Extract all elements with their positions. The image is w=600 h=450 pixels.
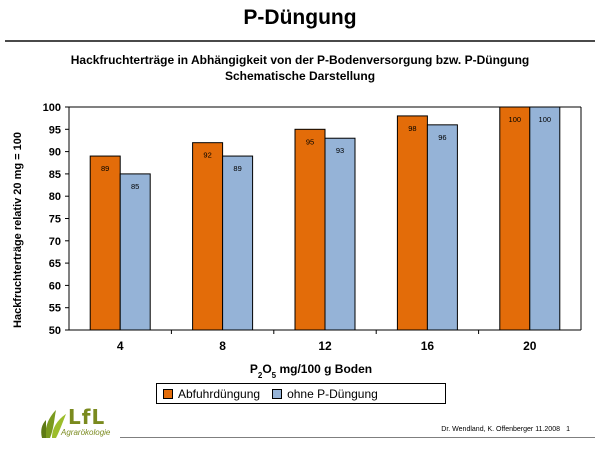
lfl-logo-icon [41,410,66,438]
bars-group: 89 85 92 89 95 93 98 96 100 100 [89,106,561,331]
bar-abfuhr-12 [294,128,326,331]
bar-value-label: 100 [509,115,522,124]
chart-title: Hackfruchterträge in Abhängigkeit von de… [0,52,600,84]
footer-authors: Dr. Wendland, K. Offenberger 11.2008 [441,426,560,433]
page-number: 1 [566,426,570,433]
logo-subtitle: Agrarökologie [61,428,111,437]
bar-value-label: 96 [438,133,446,142]
x-axis-label: P2O5 mg/100 g Boden [250,362,372,380]
title-divider [5,40,595,42]
y-tick-label: 95 [49,124,61,136]
y-tick-label: 65 [49,258,61,270]
footer-divider [120,437,595,438]
bar-ohne-8 [222,155,254,331]
bar-value-label: 98 [408,124,416,133]
legend-item-abfuhr: Abfuhrdüngung [163,387,260,401]
y-tick-label: 75 [49,214,61,226]
x-tick-label: 20 [523,339,537,353]
bar-ohne-20 [529,106,561,331]
legend-swatch-abfuhr [163,388,173,399]
x-tick-label: 12 [318,339,332,353]
bar-value-label: 92 [203,151,211,160]
y-tick-label: 100 [43,102,61,114]
bar-value-label: 95 [306,137,314,146]
y-axis-label: Hackfruchterträge relativ 20 mg = 100 [12,132,24,328]
y-tick-label: 55 [49,303,61,315]
legend-label-abfuhr: Abfuhrdüngung [178,386,261,401]
y-tick-label: 80 [49,191,61,203]
bar-value-label: 89 [233,164,241,173]
bar-value-label: 93 [336,146,344,155]
y-tick-label: 90 [49,147,61,159]
logo-text: LfL [68,405,106,429]
bar-abfuhr-4 [89,155,121,331]
x-tick-label: 16 [421,339,435,353]
y-tick-label: 70 [49,236,61,248]
chart-title-line1: Hackfruchterträge in Abhängigkeit von de… [70,53,530,67]
y-tick-label: 60 [49,280,61,292]
legend-swatch-ohne [272,388,283,399]
bar-value-label: 85 [131,182,139,191]
bar-ohne-4 [119,173,151,331]
bar-ohne-12 [324,137,356,331]
page-title: P-Düngung [243,6,357,29]
bar-abfuhr-8 [192,142,224,331]
bar-abfuhr-16 [396,115,428,331]
legend-label-ohne: ohne P-Düngung [287,386,378,401]
axes-group: 50 55 60 65 70 75 80 85 90 95 100 4 8 12 16 20 [43,102,582,353]
chart-title-line2: Schematische Darstellung [224,69,376,83]
legend-item-ohne: ohne P-Düngung [272,387,378,401]
bar-abfuhr-20 [499,106,531,331]
bar-value-label: 89 [101,164,109,173]
x-tick-label: 8 [219,339,226,353]
bar-ohne-16 [426,124,458,331]
y-tick-label: 50 [49,325,61,337]
legend: Abfuhrdüngung ohne P-Düngung [156,383,446,404]
x-tick-label: 4 [117,339,124,353]
y-tick-label: 85 [49,169,61,181]
bar-value-label: 100 [539,115,552,124]
